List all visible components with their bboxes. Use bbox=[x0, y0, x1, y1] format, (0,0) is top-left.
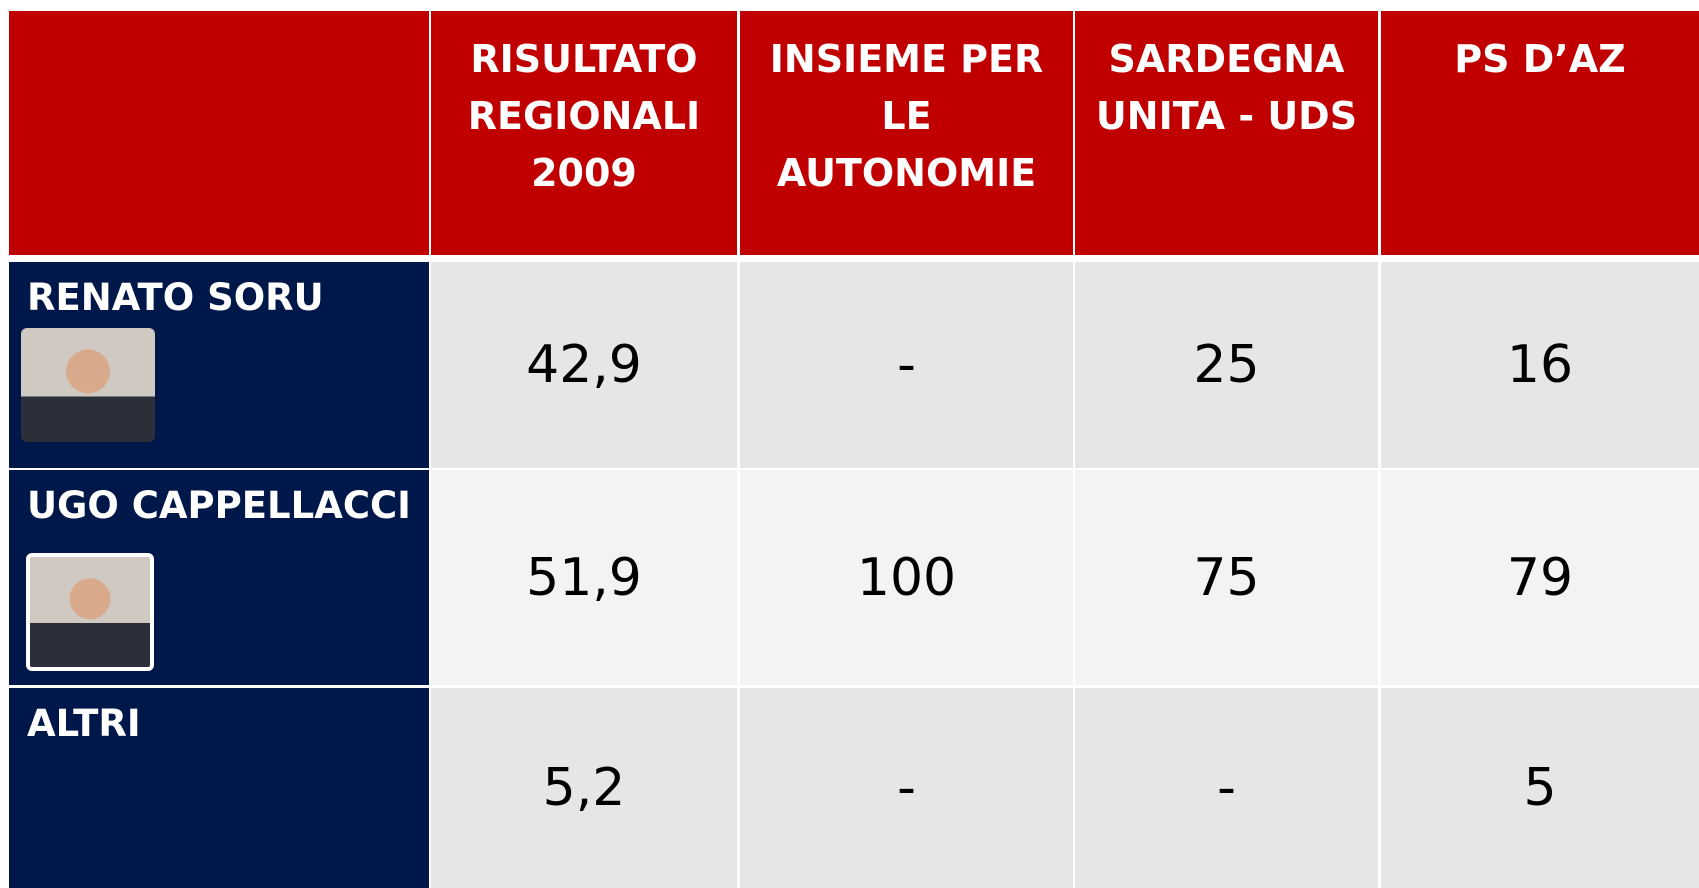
value-cell: 5 bbox=[1381, 688, 1699, 888]
value-cell: 42,9 bbox=[431, 262, 737, 468]
column-header: SARDEGNA UNITA - UDS bbox=[1075, 11, 1378, 255]
portrait bbox=[26, 553, 154, 671]
value-cell: 100 bbox=[740, 470, 1073, 685]
column-header: INSIEME PER LE AUTONOMIE bbox=[740, 11, 1073, 255]
row-name: ALTRI bbox=[9, 688, 429, 888]
value-cell: 16 bbox=[1381, 262, 1699, 468]
value-cell: - bbox=[740, 262, 1073, 468]
column-header: RISULTATO REGIONALI 2009 bbox=[431, 11, 737, 255]
value-cell: 25 bbox=[1075, 262, 1378, 468]
value-cell: - bbox=[740, 688, 1073, 888]
value-cell: 79 bbox=[1381, 470, 1699, 685]
header-corner bbox=[9, 11, 429, 255]
value-cell: - bbox=[1075, 688, 1378, 888]
column-header: PS D’AZ bbox=[1381, 11, 1699, 255]
portrait bbox=[21, 328, 155, 442]
value-cell: 51,9 bbox=[431, 470, 737, 685]
value-cell: 75 bbox=[1075, 470, 1378, 685]
value-cell: 5,2 bbox=[431, 688, 737, 888]
